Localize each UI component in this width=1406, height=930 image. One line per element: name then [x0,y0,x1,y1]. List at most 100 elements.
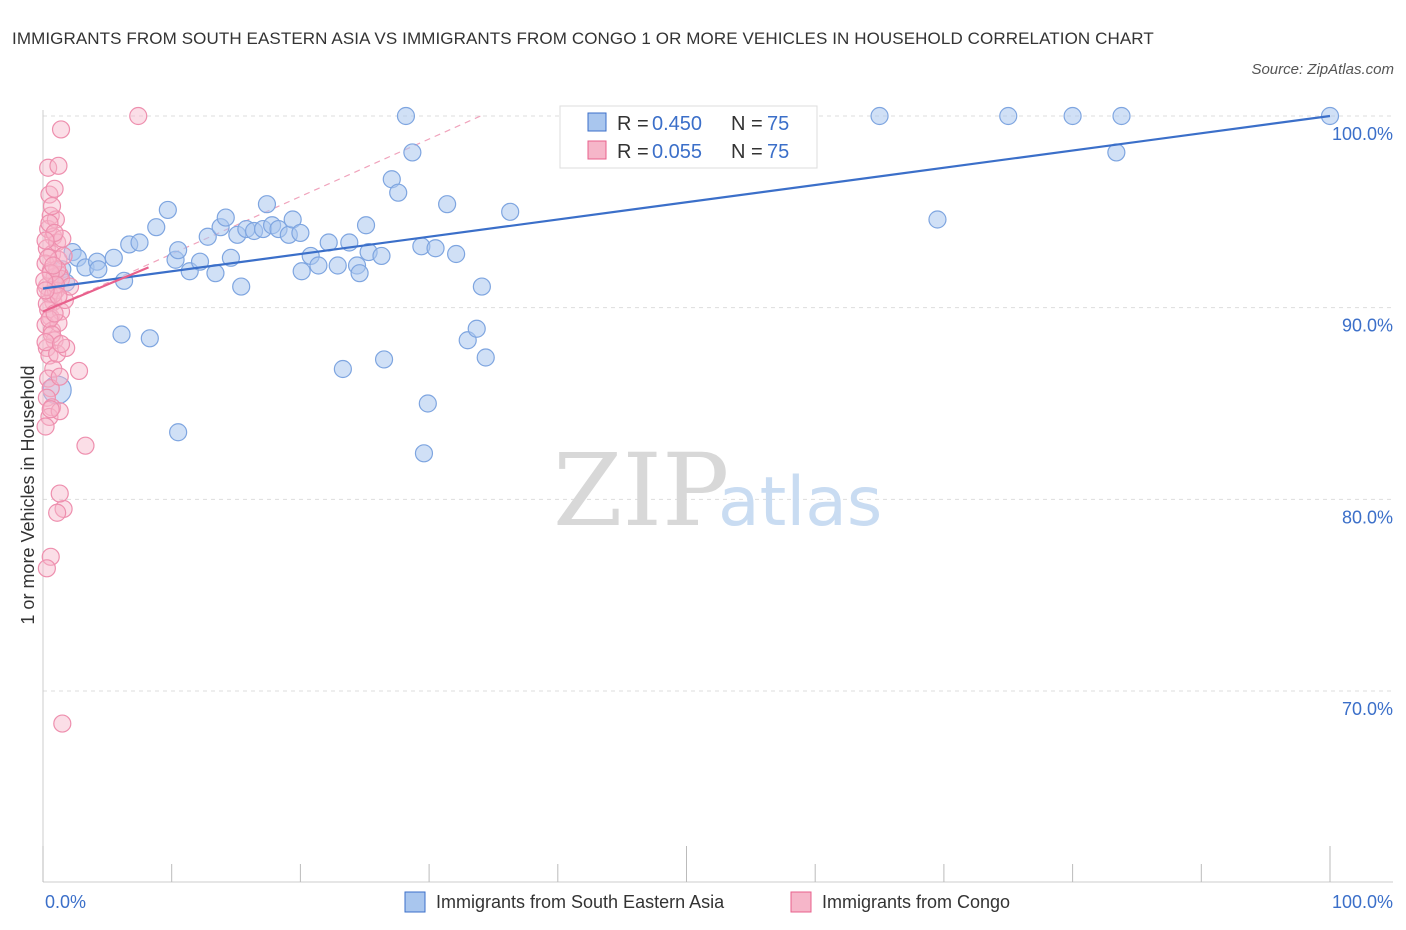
point-congo-25 [40,407,59,427]
point-sea-21 [232,277,251,296]
point-congo-72 [44,256,63,275]
point-sea-43 [374,350,394,369]
point-sea-58 [501,202,520,221]
point-sea-4 [89,260,108,279]
point-sea-51 [426,239,445,258]
chart-title: IMMIGRANTS FROM SOUTH EASTERN ASIA VS IM… [12,29,1154,48]
legend-n-value-congo: 75 [767,141,789,163]
point-congo-1 [40,185,59,204]
point-sea-18 [216,208,235,227]
point-sea-15 [198,227,217,246]
point-sea-67 [999,106,1018,126]
point-congo-46 [53,714,72,733]
point-congo-44 [41,547,60,566]
point-congo-65 [36,333,55,352]
point-congo-55 [69,361,89,381]
point-sea-68 [1063,106,1082,126]
point-congo-47 [51,120,71,139]
point-sea-39 [350,264,369,283]
legend-r-value-congo: 0.055 [652,141,702,163]
y-tick-labels: 100.0% 90.0% 80.0% 70.0% [1332,124,1393,719]
scatter-points [35,106,1340,733]
series-legend-swatch-sea [404,891,426,913]
point-sea-29 [283,210,302,229]
x-tick-labels: 0.0% 100.0% [45,892,1393,912]
legend-r-label-congo: R = [617,141,649,163]
watermark-zip: ZIP [553,432,729,549]
point-sea-35 [328,256,347,275]
series-legend: Immigrants from South Eastern Asia Immig… [404,891,1010,913]
point-sea-33 [309,256,328,275]
watermark: ZIP atlas [553,432,882,549]
axes [42,110,1393,883]
source-note: Source: ZipAtlas.com [1251,61,1394,78]
point-congo-26 [36,417,55,436]
point-congo-50 [42,196,62,216]
point-congo-45 [37,559,56,578]
legend-n-value-sea: 75 [767,113,789,135]
series-legend-label-sea: Immigrants from South Eastern Asia [436,892,725,912]
y-tick-label-2: 80.0% [1342,507,1393,527]
point-sea-60 [140,329,159,348]
point-congo-23 [37,388,56,407]
legend-r-label-sea: R = [617,113,649,135]
point-congo-43 [48,503,67,522]
point-sea-9 [147,218,166,237]
point-congo-34 [48,344,67,363]
legend-n-label-congo: N = [731,141,763,163]
trend-congo [42,266,149,313]
point-sea-31 [292,262,311,281]
y-axis-label: 1 or more Vehicles in Household [18,365,38,624]
x-tick-label-left: 0.0% [45,892,86,912]
point-sea-50 [414,444,434,463]
trend-sea [42,114,1331,290]
point-sea-55 [467,319,486,338]
legend-swatch-congo [587,140,607,160]
point-congo-58 [36,231,55,250]
legend-swatch-sea [587,112,607,132]
point-sea-12 [169,241,188,260]
point-sea-59 [112,325,131,344]
y-tick-label-0: 100.0% [1332,124,1393,144]
point-congo-51 [40,214,59,233]
series-legend-label-congo: Immigrants from Congo [822,892,1010,912]
point-sea-30 [291,223,310,243]
point-congo-5 [37,239,56,258]
point-congo-73 [50,367,69,386]
point-congo-42 [50,484,69,503]
point-sea-70 [1112,106,1131,126]
series-legend-swatch-congo [790,891,812,913]
point-congo-63 [40,310,59,329]
point-sea-45 [389,183,408,202]
point-sea-5 [104,248,123,267]
grid-lines [43,115,1393,692]
point-congo-49 [45,179,64,198]
x-tick-label-right: 100.0% [1332,892,1393,912]
point-congo-71 [36,281,55,300]
point-sea-61 [169,423,188,442]
watermark-atlas: atlas [718,463,882,542]
point-sea-52 [438,195,457,214]
point-sea-46 [396,106,416,126]
legend-r-value-sea: 0.450 [652,113,702,135]
point-sea-49 [418,394,437,413]
point-sea-40 [356,216,376,235]
point-sea-65 [870,106,889,126]
point-congo-33 [49,313,68,333]
point-sea-56 [472,277,491,296]
point-congo-74 [41,400,60,419]
point-sea-10 [158,200,177,220]
point-sea-57 [476,348,495,367]
point-sea-53 [447,244,466,264]
y-tick-label-1: 90.0% [1342,316,1393,336]
point-congo-69 [51,334,71,354]
point-congo-57 [129,106,148,126]
point-congo-48 [49,156,68,175]
point-sea-42 [372,246,391,266]
point-congo-35 [50,402,69,421]
point-sea-25 [257,195,277,214]
point-sea-66 [928,210,947,229]
legend-n-label-sea: N = [731,113,763,135]
point-sea-8 [130,233,149,252]
